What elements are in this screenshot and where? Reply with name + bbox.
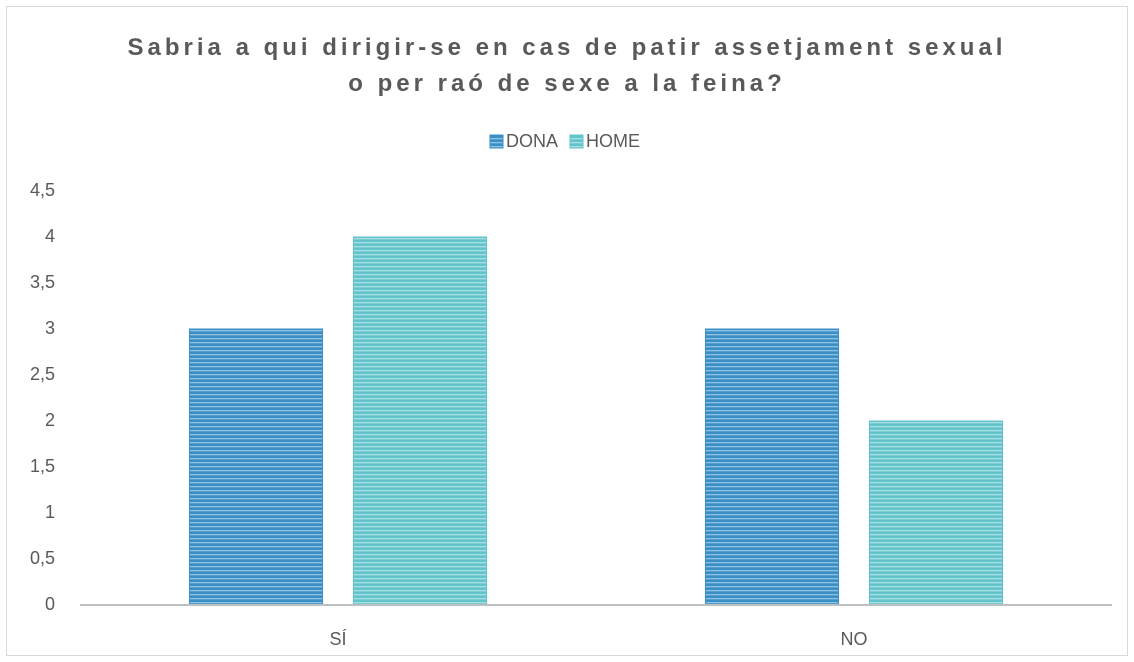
bar <box>705 328 839 606</box>
y-tick-label: 4,5 <box>30 180 55 200</box>
y-tick-label: 2 <box>45 410 55 430</box>
y-tick-label: 4 <box>45 226 55 246</box>
y-tick-label: 0,5 <box>30 548 55 568</box>
y-tick-label: 1 <box>45 502 55 522</box>
y-tick-label: 1,5 <box>30 456 55 476</box>
y-tick-label: 3 <box>45 318 55 338</box>
y-tick-label: 2,5 <box>30 364 55 384</box>
legend-swatch <box>569 134 584 149</box>
bar <box>869 420 1003 606</box>
chart-title: Sabria a qui dirigir-se en cas de patir … <box>127 34 1007 97</box>
legend-label: HOME <box>586 131 640 151</box>
x-tick-label: NO <box>841 629 868 649</box>
y-tick-label: 3,5 <box>30 272 55 292</box>
y-tick-label: 0 <box>45 594 55 614</box>
legend-label: DONA <box>506 131 558 151</box>
bar <box>189 328 323 606</box>
bar <box>353 236 487 606</box>
x-tick-label: SÍ <box>329 629 346 649</box>
chart-border <box>6 6 1128 656</box>
legend-swatch <box>489 134 504 149</box>
